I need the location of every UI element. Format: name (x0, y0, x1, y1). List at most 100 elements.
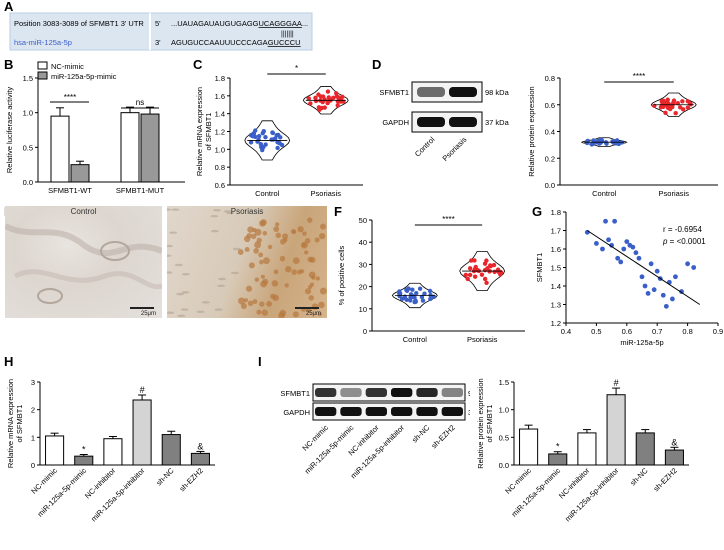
data-point (673, 110, 678, 116)
y-axis-label: Relative mRNA expression (195, 87, 204, 176)
data-point (680, 107, 686, 112)
blot-row-label: GAPDH (283, 408, 310, 417)
blot-row-label: SFMBT1 (379, 88, 409, 97)
utr-seq-seed: UCAGGGAA (259, 19, 302, 28)
stained-nucleus (304, 288, 312, 295)
y-tick-label: 10 (359, 305, 367, 314)
stromal-cell (232, 247, 241, 251)
data-point (467, 266, 473, 271)
stained-nucleus (275, 222, 280, 227)
stained-nucleus (260, 219, 267, 226)
data-point (648, 261, 654, 267)
stained-nucleus (318, 301, 325, 309)
blot-kda-label: 37 kDa (468, 408, 470, 417)
blot-band (441, 388, 463, 397)
data-point (642, 283, 648, 289)
data-point (663, 303, 669, 309)
stromal-cell (167, 208, 172, 211)
data-point (279, 142, 285, 148)
data-point (335, 99, 341, 104)
blot-kda-label: 37 kDa (485, 118, 510, 127)
data-point (325, 100, 330, 106)
stained-nucleus (317, 312, 322, 317)
data-point (322, 105, 327, 110)
y-tick-label: 0.4 (545, 128, 555, 137)
stromal-cell (167, 311, 175, 314)
data-point (406, 286, 411, 291)
blot-lane-label: Psoriasis (441, 135, 469, 163)
stromal-cell (214, 308, 223, 311)
x-tick-label: 0.6 (622, 327, 632, 336)
sig-mark: & (671, 437, 677, 447)
data-point (336, 95, 341, 100)
bar (140, 113, 160, 183)
data-point (316, 92, 321, 97)
x-tick-label: Psoriasis (311, 189, 342, 198)
data-point (590, 141, 596, 146)
utr-seq-pre: ...UAUAGAUAUGUGAGG (171, 19, 259, 28)
stromal-cell (167, 244, 173, 248)
sig-mark: **** (633, 72, 645, 81)
stained-nucleus (247, 300, 254, 307)
data-point (248, 140, 254, 145)
stained-nucleus (256, 309, 262, 315)
bar (50, 115, 70, 183)
stained-nucleus (240, 303, 247, 310)
data-point (273, 136, 278, 141)
data-point (492, 269, 497, 275)
data-point (274, 132, 279, 138)
stained-nucleus (270, 293, 276, 300)
scale-bar-psoriasis-label: 25μm (305, 311, 321, 317)
blot-band (449, 87, 477, 97)
ihc-control-caption: Control (70, 207, 97, 216)
x-tick-label: 0.7 (652, 327, 662, 336)
x-tick-label: Psoriasis (467, 335, 498, 344)
stromal-cell (230, 271, 239, 275)
y-tick-label: 40 (359, 238, 367, 247)
data-point (463, 272, 469, 278)
data-point (306, 96, 311, 101)
data-point (263, 142, 268, 147)
x-tick-label: 0.8 (682, 327, 692, 336)
data-point (317, 107, 322, 112)
stromal-cell (171, 208, 180, 211)
data-point (484, 280, 489, 286)
bar (70, 164, 90, 183)
bar (635, 432, 655, 466)
stromal-cell (180, 308, 189, 311)
data-point (496, 269, 501, 275)
data-point (473, 264, 478, 270)
stained-nucleus (284, 283, 289, 288)
y-tick-label: 30 (359, 260, 367, 269)
bar (519, 428, 539, 466)
blot-band (340, 407, 362, 416)
data-point (685, 105, 691, 110)
panel-a-sequence: Position 3083-3089 of SFMBT1 3' UTR hsa-… (9, 12, 313, 51)
bar (548, 453, 568, 466)
data-point (472, 274, 478, 279)
x-tick-label: Psoriasis (659, 189, 690, 198)
data-point (675, 100, 681, 106)
y-tick-label: 0.0 (545, 181, 555, 190)
blot-band (365, 388, 387, 397)
stat-p-symbol: p (662, 237, 668, 246)
legend-swatch (37, 71, 48, 80)
data-point (335, 103, 340, 108)
legend-label: miR-125a-5p-mimic (51, 72, 117, 81)
stained-nucleus (308, 271, 316, 279)
data-point (331, 95, 336, 101)
utr-seq-post: ... (302, 19, 308, 28)
data-point (340, 94, 345, 99)
blot-band (315, 407, 337, 416)
data-point (618, 259, 624, 265)
y-tick-label: 1.3 (551, 301, 561, 310)
y-axis-label: SFMBT1 (535, 253, 544, 283)
data-point (685, 261, 690, 267)
data-point (275, 145, 280, 151)
stained-nucleus (319, 287, 327, 295)
sig-mark: # (140, 385, 145, 395)
data-point (615, 255, 621, 261)
stained-nucleus (246, 232, 252, 239)
y-axis-label: Relative luciferase activity (5, 87, 14, 174)
y-tick-label: 1.0 (23, 109, 33, 118)
